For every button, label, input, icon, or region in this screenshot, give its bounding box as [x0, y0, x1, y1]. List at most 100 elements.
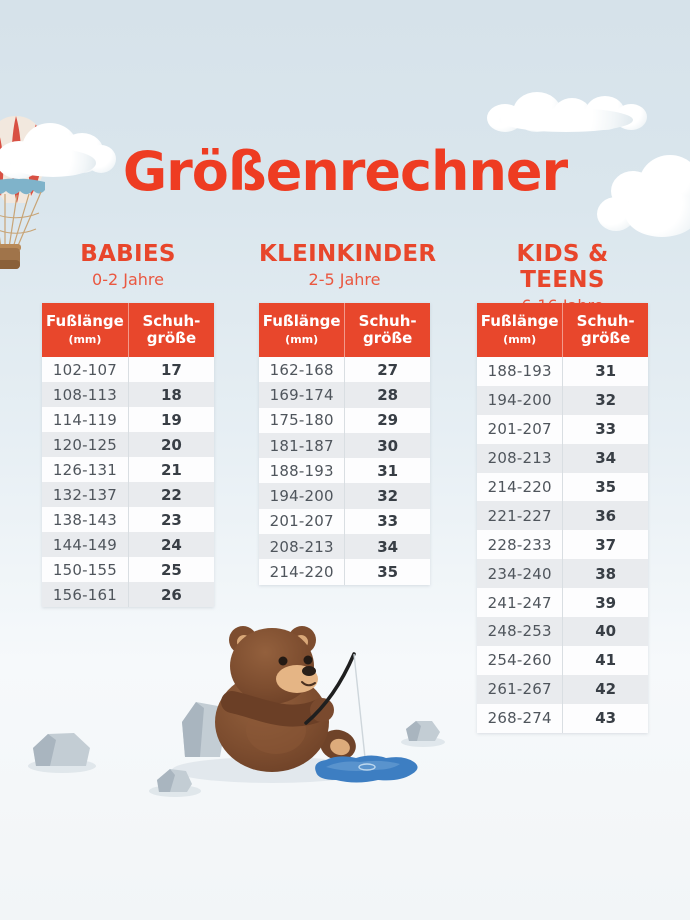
table-row: 114-119 19 [42, 407, 214, 432]
section-subheading-babies: 0-2 Jahre [92, 270, 164, 289]
table-row: 228-233 37 [477, 530, 648, 560]
shoe-size-cell: 35 [377, 563, 399, 582]
page-title: Größenrechner [122, 140, 568, 203]
shoe-size-cell: 25 [160, 560, 182, 579]
section-kleinkinder: KLEINKINDER 2-5 Jahre Fußlänge (mm) Schu… [259, 241, 437, 585]
foot-length-cell: 228-233 [477, 530, 564, 560]
table-body: 188-193 31 194-200 32 201-207 33 208-213 34 214-… [477, 357, 648, 733]
foot-length-cell: 188-193 [477, 357, 564, 386]
table-row: 108-113 18 [42, 382, 214, 407]
foot-length-cell: 234-240 [477, 559, 564, 589]
table-body: 102-107 17 108-113 18 114-119 19 120-125 20 126-… [42, 357, 214, 607]
shoe-size-cell: 17 [160, 360, 182, 379]
shoe-size-cell: 30 [377, 436, 399, 455]
table-row: 214-220 35 [477, 472, 648, 502]
table-header: Fußlänge (mm) Schuh- größe [259, 303, 430, 357]
foot-length-cell: 261-267 [477, 674, 564, 704]
section-heading-kleinkinder: KLEINKINDER [259, 241, 437, 267]
table-row: 188-193 31 [477, 357, 648, 386]
section-babies: BABIES 0-2 Jahre Fußlänge (mm) Schuh- gr… [42, 241, 214, 607]
foot-length-cell: 114-119 [42, 407, 129, 432]
table-row: 254-260 41 [477, 645, 648, 675]
foot-length-cell: 188-193 [259, 458, 346, 484]
column-header-foot-length: Fußlänge (mm) [477, 303, 564, 357]
table-row: 248-253 40 [477, 617, 648, 646]
cloud-top-right-icon [487, 92, 649, 134]
shoe-size-cell: 39 [595, 593, 617, 612]
table-row: 169-174 28 [259, 382, 430, 408]
shoe-size-cell: 41 [595, 651, 617, 670]
size-table-kids-teens: Fußlänge (mm) Schuh- größe 188-193 31 194-… [477, 303, 648, 733]
shoe-size-cell: 33 [377, 512, 399, 531]
foot-length-cell: 138-143 [42, 507, 129, 532]
table-header: Fußlänge (mm) Schuh- größe [42, 303, 214, 357]
table-row: 132-137 22 [42, 482, 214, 507]
foot-length-cell: 132-137 [42, 482, 129, 507]
shoe-size-cell: 27 [377, 360, 399, 379]
foot-length-cell: 194-200 [477, 385, 564, 415]
column-header-shoe-size: Schuh- größe [358, 312, 417, 347]
shoe-size-cell: 35 [595, 478, 617, 496]
table-row: 156-161 26 [42, 582, 214, 607]
table-row: 268-274 43 [477, 703, 648, 733]
shoe-size-cell: 21 [160, 460, 182, 479]
foot-length-cell: 169-174 [259, 382, 346, 408]
foot-length-cell: 181-187 [259, 432, 346, 459]
table-row: 208-213 34 [259, 534, 430, 560]
table-row: 194-200 32 [477, 385, 648, 415]
shoe-size-cell: 18 [160, 385, 182, 404]
column-header-shoe-size: Schuh- größe [576, 312, 635, 347]
shoe-size-cell: 43 [595, 709, 617, 728]
foot-length-cell: 194-200 [259, 483, 346, 509]
foot-length-cell: 268-274 [477, 703, 564, 733]
foot-length-cell: 221-227 [477, 501, 564, 531]
teddy-bear-fishing-illustration [28, 626, 445, 797]
section-heading-babies: BABIES [80, 241, 176, 267]
foot-length-cell: 156-161 [42, 582, 129, 607]
shoe-size-cell: 32 [377, 487, 399, 506]
size-table-kleinkinder: Fußlänge (mm) Schuh- größe 162-168 27 169-… [259, 303, 430, 585]
foot-length-cell: 201-207 [259, 508, 346, 535]
table-row: 144-149 24 [42, 532, 214, 557]
shoe-size-cell: 37 [595, 535, 617, 554]
shoe-size-cell: 33 [595, 420, 617, 439]
shoe-size-cell: 24 [160, 535, 182, 554]
table-row: 188-193 31 [259, 458, 430, 484]
foot-length-cell: 150-155 [42, 557, 129, 582]
table-row: 120-125 20 [42, 432, 214, 457]
table-row: 234-240 38 [477, 559, 648, 589]
foot-length-cell: 254-260 [477, 645, 564, 675]
shoe-size-cell: 26 [160, 585, 182, 604]
section-heading-kids-teens: KIDS & TEENS [516, 241, 609, 293]
table-row: 214-220 35 [259, 559, 430, 585]
table-row: 102-107 17 [42, 357, 214, 382]
shoe-size-cell: 32 [595, 391, 617, 410]
section-kids-teens: KIDS & TEENS 6-16 Jahre Fußlänge (mm) Sc… [477, 241, 648, 733]
table-row: 162-168 27 [259, 357, 430, 383]
table-row: 201-207 33 [477, 414, 648, 444]
table-row: 201-207 33 [259, 508, 430, 535]
foot-length-cell: 144-149 [42, 532, 129, 557]
shoe-size-cell: 29 [377, 411, 399, 430]
foot-length-cell: 175-180 [259, 407, 346, 433]
foot-length-cell: 214-220 [477, 472, 564, 502]
table-row: 241-247 39 [477, 588, 648, 618]
shoe-size-cell: 38 [595, 564, 617, 583]
table-row: 138-143 23 [42, 507, 214, 532]
foot-length-cell: 162-168 [259, 357, 346, 383]
cloud-over-balloon-icon [0, 119, 116, 179]
table-header: Fußlänge (mm) Schuh- größe [477, 303, 648, 357]
shoe-size-cell: 36 [595, 506, 617, 525]
table-row: 194-200 32 [259, 483, 430, 509]
table-row: 261-267 42 [477, 674, 648, 704]
column-header-foot-length: Fußlänge (mm) [259, 303, 346, 357]
shoe-size-cell: 20 [160, 435, 182, 454]
shoe-size-cell: 42 [595, 680, 617, 699]
shoe-size-cell: 23 [160, 510, 182, 529]
shoe-size-cell: 31 [377, 461, 399, 480]
shoe-size-cell: 31 [595, 362, 617, 381]
shoe-size-cell: 22 [160, 485, 182, 504]
shoe-size-cell: 19 [160, 410, 182, 429]
foot-length-cell: 214-220 [259, 559, 346, 585]
